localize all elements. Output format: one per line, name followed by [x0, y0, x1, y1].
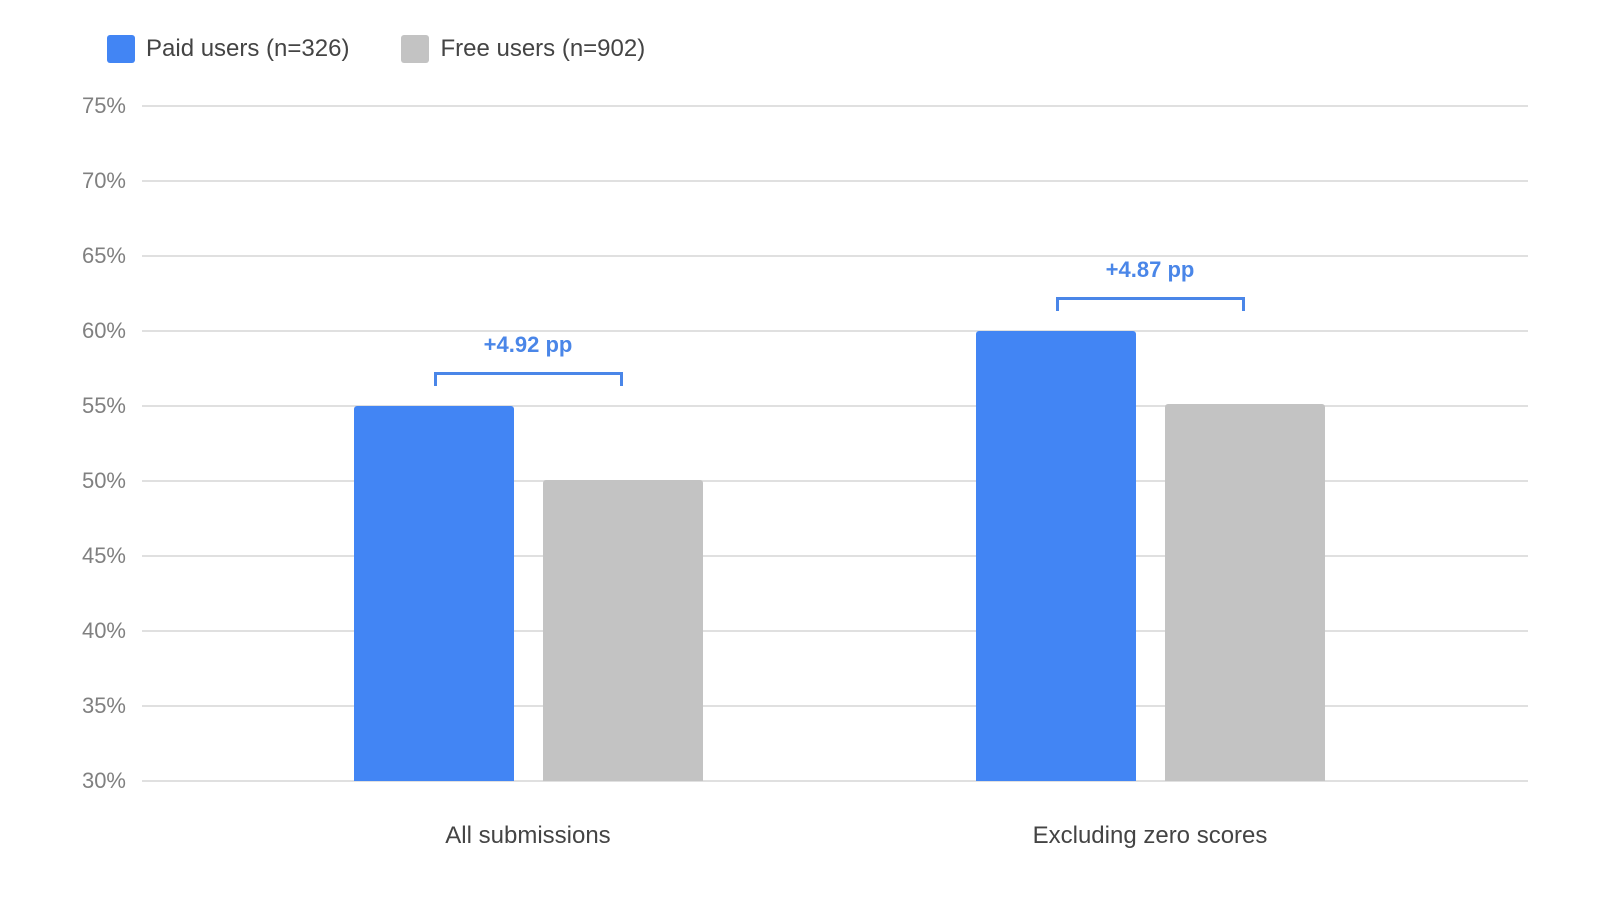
gridline: [142, 780, 1528, 782]
y-tick-label: 45%: [81, 543, 126, 568]
legend-label-free: Free users (n=902): [440, 35, 646, 62]
bar-paid: [975, 331, 1136, 781]
gridline: [142, 105, 1528, 107]
y-tick-label: 50%: [81, 468, 126, 493]
difference-bracket: [433, 372, 623, 386]
y-tick-label: 60%: [81, 318, 126, 343]
y-tick-label: 55%: [81, 393, 126, 418]
legend: Paid users (n=326) Free users (n=902): [107, 35, 697, 63]
y-tick-label: 70%: [81, 168, 126, 193]
gridline: [142, 480, 1528, 482]
legend-item-paid: Paid users (n=326): [107, 35, 349, 63]
difference-bracket: [1055, 297, 1245, 311]
x-category-label: All submissions: [445, 822, 611, 849]
legend-label-paid: Paid users (n=326): [146, 35, 350, 62]
gridline: [142, 330, 1528, 332]
difference-label: +4.92 pp: [483, 332, 573, 357]
gridline: [142, 405, 1528, 407]
y-tick-label: 75%: [81, 93, 126, 118]
legend-swatch-free: [401, 35, 430, 63]
gridline: [142, 555, 1528, 557]
y-tick-label: 65%: [81, 243, 126, 268]
gridline: [142, 255, 1528, 257]
gridline: [142, 180, 1528, 182]
bar-free: [1164, 404, 1325, 781]
bar-free: [542, 479, 703, 781]
legend-swatch-paid: [107, 35, 135, 63]
x-category-label: Excluding zero scores: [1032, 822, 1268, 849]
y-tick-label: 40%: [81, 618, 126, 643]
y-tick-label: 30%: [81, 768, 126, 793]
difference-label: +4.87 pp: [1105, 257, 1195, 282]
y-tick-label: 35%: [81, 693, 126, 718]
bar-paid: [353, 406, 514, 781]
gridline: [142, 630, 1528, 632]
legend-item-free: Free users (n=902): [401, 35, 645, 63]
gridline: [142, 705, 1528, 707]
